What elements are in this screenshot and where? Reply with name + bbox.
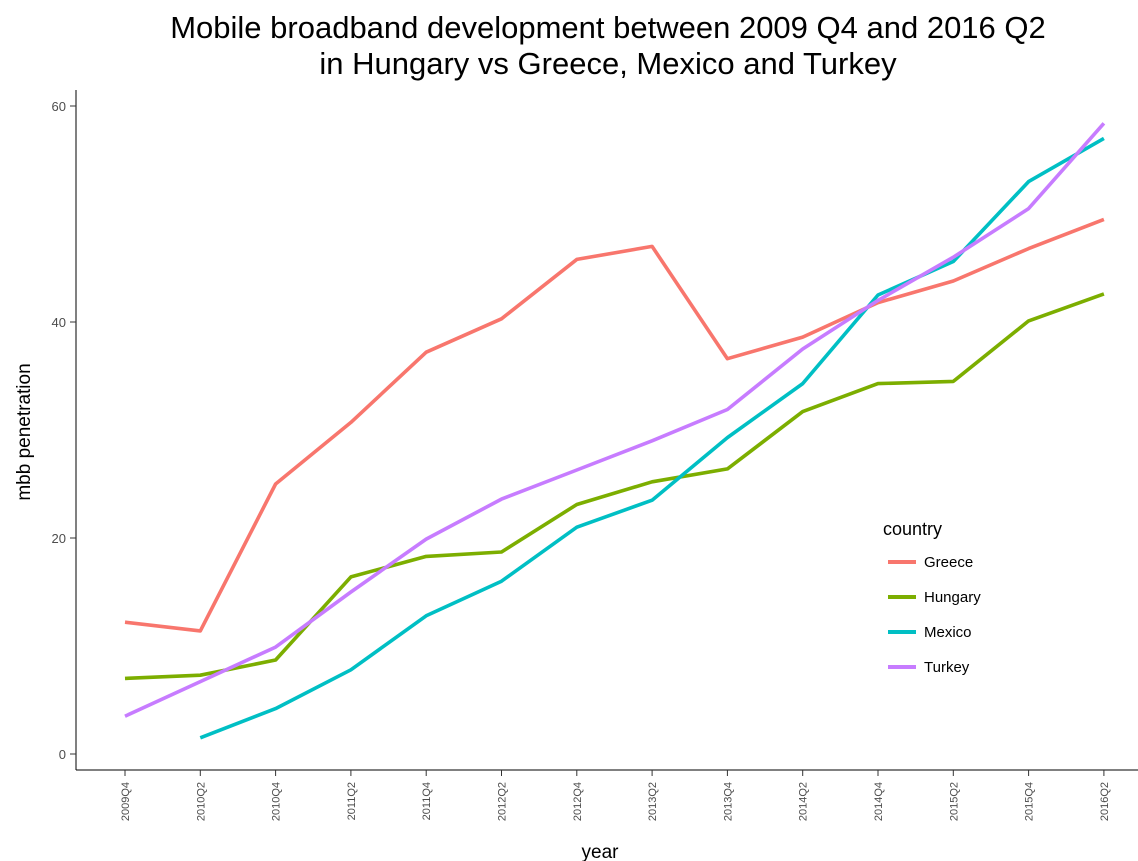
chart-title: Mobile broadband development between 200… (170, 10, 1046, 81)
series-line-greece (124, 217, 1105, 633)
y-ticks: 0 20 40 60 (52, 99, 76, 762)
x-ticks: 2009Q4 2010Q2 2010Q4 2011Q2 2011Q4 2012Q2 2012… (120, 770, 1111, 821)
x-tick-label: 2012Q2 (497, 782, 509, 821)
x-tick-label: 2010Q4 (271, 782, 283, 821)
x-tick-label: 2009Q4 (120, 782, 132, 821)
legend-label-mexico: Mexico (924, 624, 972, 641)
legend-title: country (883, 519, 942, 539)
y-tick-label: 20 (52, 531, 66, 546)
legend-label-greece: Greece (924, 554, 973, 571)
series-line-hungary (124, 292, 1105, 681)
x-tick-label: 2016Q2 (1099, 782, 1111, 821)
x-tick-label: 2011Q4 (421, 782, 433, 820)
y-axis-label: mbb penetration (14, 363, 35, 500)
series-line-turkey (124, 122, 1106, 718)
axes (75, 90, 1138, 771)
title-line-1: Mobile broadband development between 200… (170, 10, 1046, 45)
legend: country Greece Hungary Mexico Turkey (883, 519, 981, 676)
x-tick-label: 2011Q2 (346, 782, 358, 820)
series-line-mexico (199, 136, 1105, 740)
x-axis-label: year (582, 842, 620, 861)
y-tick-label: 40 (52, 315, 66, 330)
x-tick-label: 2013Q4 (722, 782, 734, 821)
legend-label-hungary: Hungary (924, 589, 981, 606)
x-tick-label: 2015Q2 (948, 782, 960, 821)
y-tick-label: 60 (52, 99, 66, 114)
title-line-2: in Hungary vs Greece, Mexico and Turkey (319, 46, 897, 81)
x-tick-label: 2010Q2 (195, 782, 207, 821)
x-tick-label: 2014Q2 (798, 782, 810, 821)
series-lines (124, 122, 1106, 740)
x-tick-label: 2014Q4 (873, 782, 885, 821)
x-tick-label: 2015Q4 (1024, 782, 1036, 821)
x-tick-label: 2013Q2 (647, 782, 659, 821)
y-tick-label: 0 (59, 747, 66, 762)
x-tick-label: 2012Q4 (572, 782, 584, 821)
legend-label-turkey: Turkey (924, 659, 970, 676)
